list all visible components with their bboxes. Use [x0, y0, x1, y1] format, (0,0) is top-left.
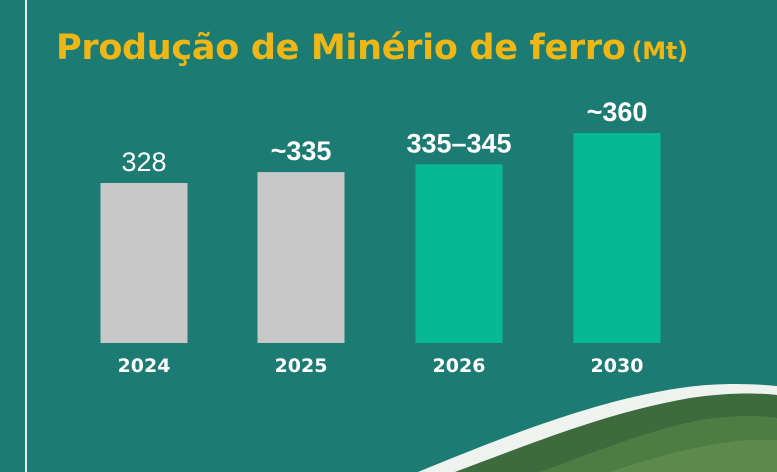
- bar-2025: [257, 172, 345, 343]
- bar-2026: [415, 164, 503, 343]
- value-label-2026: 335–345: [406, 128, 511, 158]
- chart-title-text: Produção de Minério de ferro: [56, 28, 626, 68]
- x-tick-2030: 2030: [591, 355, 644, 377]
- bar-2024: [100, 183, 188, 343]
- value-label-2030: ~360: [587, 97, 648, 127]
- x-tick-2025: 2025: [275, 355, 328, 377]
- x-tick-2026: 2026: [433, 355, 486, 377]
- value-label-2024: 328: [121, 147, 166, 177]
- x-tick-2024: 2024: [118, 355, 171, 377]
- left-border-line: [25, 0, 27, 472]
- chart-title-unit: (Mt): [631, 37, 688, 65]
- bar-2030: [573, 133, 661, 343]
- value-label-2025: ~335: [271, 136, 332, 166]
- chart-title: Produção de Minério de ferro (Mt): [56, 26, 688, 73]
